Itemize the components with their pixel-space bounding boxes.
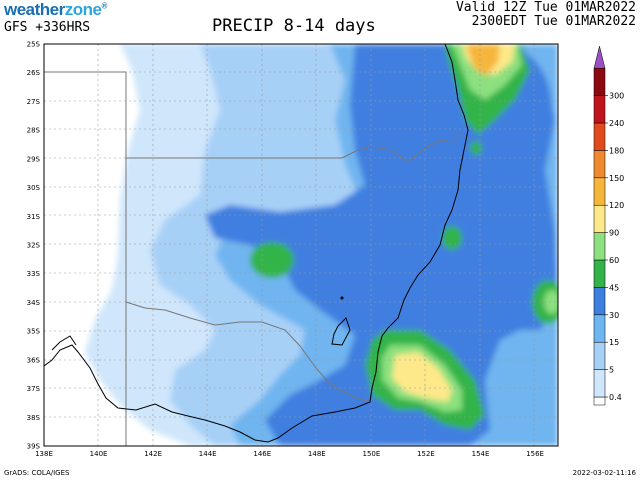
legend-swatch — [593, 287, 606, 316]
lon-tick-label: 146E — [253, 450, 271, 458]
legend-swatch — [593, 369, 606, 398]
legend-swatch — [593, 204, 606, 233]
lon-tick-label: 144E — [199, 450, 217, 458]
legend-swatch — [593, 122, 606, 151]
lon-tick-label: 150E — [362, 450, 380, 458]
legend-level-label: 45 — [609, 283, 619, 292]
generated-timestamp: 2022-03-02-11:16 — [572, 469, 636, 477]
brand-mark: ® — [101, 1, 107, 11]
brand-part2: zone — [64, 0, 102, 19]
source-credit: GrADS: COLA/IGES — [4, 469, 70, 477]
lat-tick-label: 29S — [27, 155, 41, 163]
legend-swatch — [593, 177, 606, 206]
lon-tick-label: 148E — [308, 450, 326, 458]
latitude-axis: 25S 26S 27S 28S 29S 30S 31S 32S 33S 34S 35S 36S 37S 3… — [27, 41, 41, 451]
legend-swatch — [593, 259, 606, 288]
model-run-label: GFS +336HRS — [4, 20, 91, 35]
legend-swatch — [593, 67, 606, 96]
legend-level-label: 60 — [609, 256, 619, 265]
legend-level-label: 180 — [609, 146, 624, 155]
precip-legend: 0.4 5 15 30 45 60 90 120 150 180 240 300 — [593, 46, 624, 406]
map-frame — [43, 43, 559, 447]
legend-swatch — [593, 232, 606, 261]
legend-level-label: 15 — [609, 338, 619, 347]
lat-tick-label: 31S — [27, 213, 41, 221]
legend-swatch — [593, 341, 606, 370]
weatherzone-logo: weatherzone® — [4, 0, 107, 20]
lon-tick-label: 152E — [417, 450, 435, 458]
precip-band-60-central — [250, 242, 294, 278]
legend-swatch — [593, 150, 606, 179]
lon-tick-label: 142E — [144, 450, 162, 458]
lat-tick-label: 35S — [27, 328, 41, 336]
legend-arrow — [593, 46, 606, 69]
lon-tick-label: 140E — [90, 450, 108, 458]
lat-tick-label: 27S — [27, 98, 41, 106]
legend-swatch — [593, 95, 606, 124]
state-borders — [44, 71, 463, 446]
precip-band-90-east — [544, 290, 558, 314]
valid-time-local: 2300EDT Tue 01MAR2022 — [471, 14, 636, 29]
island-marker — [340, 296, 344, 300]
precip-band-60-dot — [470, 141, 482, 155]
legend-level-label: 300 — [609, 92, 624, 101]
lat-tick-label: 30S — [27, 184, 41, 192]
precip-field — [44, 44, 558, 446]
lat-tick-label: 33S — [27, 270, 41, 278]
valid-time-utc: Valid 12Z Tue 01MAR2022 — [455, 0, 636, 15]
lat-tick-label: 32S — [27, 242, 41, 250]
lat-tick-label: 37S — [27, 385, 41, 393]
legend-level-label: 0.4 — [609, 393, 622, 402]
lon-tick-label: 138E — [35, 450, 53, 458]
legend-level-label: 90 — [609, 229, 619, 238]
coastline — [44, 44, 469, 443]
lat-tick-label: 39S — [27, 443, 41, 451]
precip-band-150-north — [466, 44, 500, 76]
legend-level-label: 5 — [609, 366, 614, 375]
precip-band-60-coast — [442, 226, 462, 250]
legend-level-label: 120 — [609, 201, 624, 210]
map-title: PRECIP 8-14 days — [212, 16, 376, 36]
lat-tick-label: 36S — [27, 356, 41, 364]
legend-swatch — [593, 314, 606, 343]
legend-level-label: 30 — [609, 311, 619, 320]
precip-band-120-south — [392, 352, 452, 402]
longitude-axis: 138E 140E 142E 144E 146E 148E 150E 152E 154E 156E — [35, 450, 544, 458]
lat-tick-label: 34S — [27, 299, 41, 307]
precip-band-45 — [205, 44, 558, 446]
legend-swatch — [593, 396, 606, 406]
brand-part1: weather — [4, 0, 65, 19]
lat-tick-label: 38S — [27, 414, 41, 422]
lon-tick-label: 156E — [526, 450, 544, 458]
lat-tick-label: 25S — [27, 41, 41, 49]
legend-level-label: 240 — [609, 119, 624, 128]
legend-level-label: 150 — [609, 174, 624, 183]
lat-tick-label: 28S — [27, 127, 41, 135]
lon-tick-label: 154E — [472, 450, 490, 458]
lat-tick-label: 26S — [27, 69, 41, 77]
